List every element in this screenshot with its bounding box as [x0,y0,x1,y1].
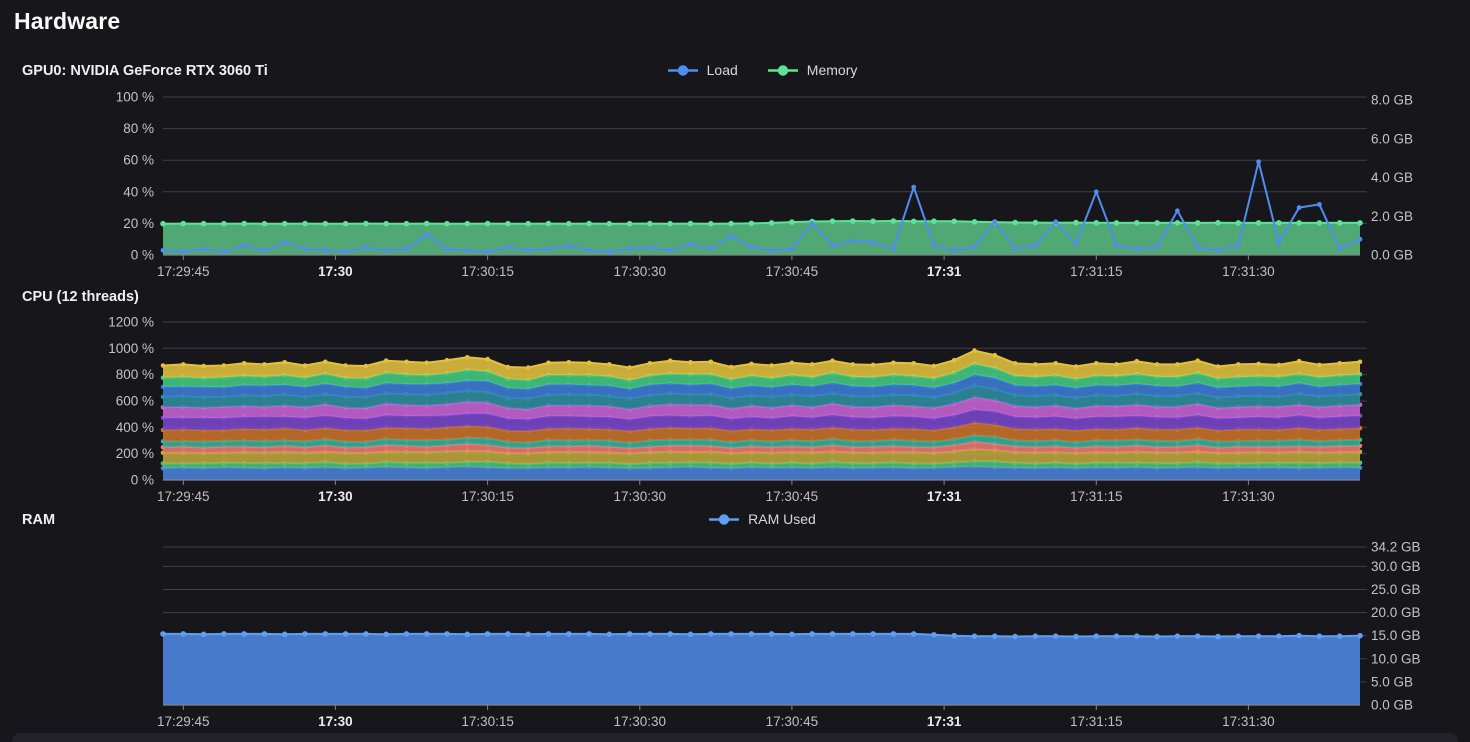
svg-text:17:30:45: 17:30:45 [766,264,819,279]
svg-text:10.0 GB: 10.0 GB [1371,651,1421,666]
axis-labels: 100 % 80 % 60 % 40 % 20 % 0 % 8.0 GB 6.0 GB 4.0 … [116,90,1413,280]
svg-text:15.0 GB: 15.0 GB [1371,628,1421,643]
svg-text:17:30:30: 17:30:30 [614,489,667,504]
svg-text:17:29:45: 17:29:45 [157,714,210,729]
svg-text:200 %: 200 % [116,446,154,461]
cpu-chart[interactable]: 1200 % 1000 % 800 % 600 % 400 % 200 % 0 %17:29… [0,312,1470,512]
svg-text:17:31:30: 17:31:30 [1222,489,1275,504]
ram-legend: RAM Used [163,511,1360,527]
svg-text:80 %: 80 % [123,121,154,136]
svg-text:17:31: 17:31 [927,714,962,729]
svg-text:17:30: 17:30 [318,489,353,504]
svg-text:17:30: 17:30 [318,264,353,279]
svg-text:60 %: 60 % [123,153,154,168]
svg-text:17:31: 17:31 [927,264,962,279]
svg-text:17:29:45: 17:29:45 [157,264,210,279]
svg-text:2.0 GB: 2.0 GB [1371,209,1413,224]
series-memory[interactable] [160,218,1363,255]
legend-item-ram-used[interactable]: RAM Used [707,511,816,527]
svg-text:17:30:30: 17:30:30 [614,714,667,729]
cpu-chart-header: CPU (12 threads) [0,288,1470,310]
legend-item-memory[interactable]: Memory [766,62,858,78]
cpu-section-title: CPU (12 threads) [22,289,139,305]
svg-text:400 %: 400 % [116,420,154,435]
svg-text:17:30:15: 17:30:15 [461,714,514,729]
svg-text:4.0 GB: 4.0 GB [1371,170,1413,185]
next-panel-top-edge [12,733,1458,742]
ram-chart-header: RAM RAM Used [0,511,1470,533]
legend-label: RAM Used [748,511,816,527]
gpu-section-title: GPU0: NVIDIA GeForce RTX 3060 Ti [22,63,268,79]
svg-text:6.0 GB: 6.0 GB [1371,131,1413,146]
ram-chart[interactable]: 34.2 GB 30.0 GB 25.0 GB 20.0 GB 15.0 GB 10.0 … [0,535,1470,735]
series-thread-12[interactable] [160,348,1363,381]
svg-text:17:29:45: 17:29:45 [157,489,210,504]
svg-text:800 %: 800 % [116,367,154,382]
x-axis [163,254,1360,260]
series-group[interactable] [160,631,1363,705]
svg-text:8.0 GB: 8.0 GB [1371,93,1413,108]
svg-text:1000 %: 1000 % [108,341,154,356]
svg-text:17:31:15: 17:31:15 [1070,264,1123,279]
svg-text:17:31: 17:31 [927,489,962,504]
svg-text:17:30:45: 17:30:45 [766,714,819,729]
svg-text:5.0 GB: 5.0 GB [1371,674,1413,689]
svg-text:0 %: 0 % [131,248,154,263]
svg-text:20 %: 20 % [123,216,154,231]
svg-text:30.0 GB: 30.0 GB [1371,559,1421,574]
legend-label: Memory [806,62,858,78]
svg-text:34.2 GB: 34.2 GB [1371,540,1421,555]
svg-text:40 %: 40 % [123,184,154,199]
svg-text:17:30:45: 17:30:45 [766,489,819,504]
x-axis [163,704,1360,710]
svg-text:17:31:15: 17:31:15 [1070,489,1123,504]
svg-text:17:31:15: 17:31:15 [1070,714,1123,729]
legend-line-marker-icon [709,513,740,525]
svg-text:1200 %: 1200 % [108,315,154,330]
series-group[interactable] [160,348,1363,480]
gridlines [163,96,1367,224]
svg-text:0 %: 0 % [131,473,154,488]
gpu-legend: Load Memory [163,62,1360,78]
svg-text:0.0 GB: 0.0 GB [1371,698,1413,713]
svg-text:100 %: 100 % [116,90,154,105]
legend-line-marker-icon [767,64,798,76]
svg-text:0.0 GB: 0.0 GB [1371,248,1413,263]
svg-text:17:30: 17:30 [318,714,353,729]
ram-section-title: RAM [22,512,56,528]
svg-text:600 %: 600 % [116,394,154,409]
svg-text:17:31:30: 17:31:30 [1222,264,1275,279]
axis-labels: 1200 % 1000 % 800 % 600 % 400 % 200 % 0 %17:29… [108,315,1274,505]
x-axis [163,479,1360,485]
series-ram-used[interactable] [160,631,1363,705]
page-title: Hardware [14,8,121,34]
gpu-chart-header: GPU0: NVIDIA GeForce RTX 3060 Ti Load Mem… [0,62,1470,84]
svg-text:25.0 GB: 25.0 GB [1371,582,1421,597]
svg-text:17:30:15: 17:30:15 [461,264,514,279]
svg-text:17:30:15: 17:30:15 [461,489,514,504]
legend-line-marker-icon [667,64,698,76]
series-group[interactable] [160,159,1363,255]
legend-item-load[interactable]: Load [666,62,738,78]
legend-label: Load [706,62,738,78]
series-thread-8[interactable] [160,395,1363,420]
svg-text:17:30:30: 17:30:30 [614,264,667,279]
axis-labels: 34.2 GB 30.0 GB 25.0 GB 20.0 GB 15.0 GB 10.0 … [157,540,1421,730]
gpu-chart[interactable]: 100 % 80 % 60 % 40 % 20 % 0 % 8.0 GB 6.0 GB 4.0 … [0,86,1470,288]
series-load[interactable] [160,159,1363,255]
svg-text:20.0 GB: 20.0 GB [1371,605,1421,620]
svg-text:17:31:30: 17:31:30 [1222,714,1275,729]
